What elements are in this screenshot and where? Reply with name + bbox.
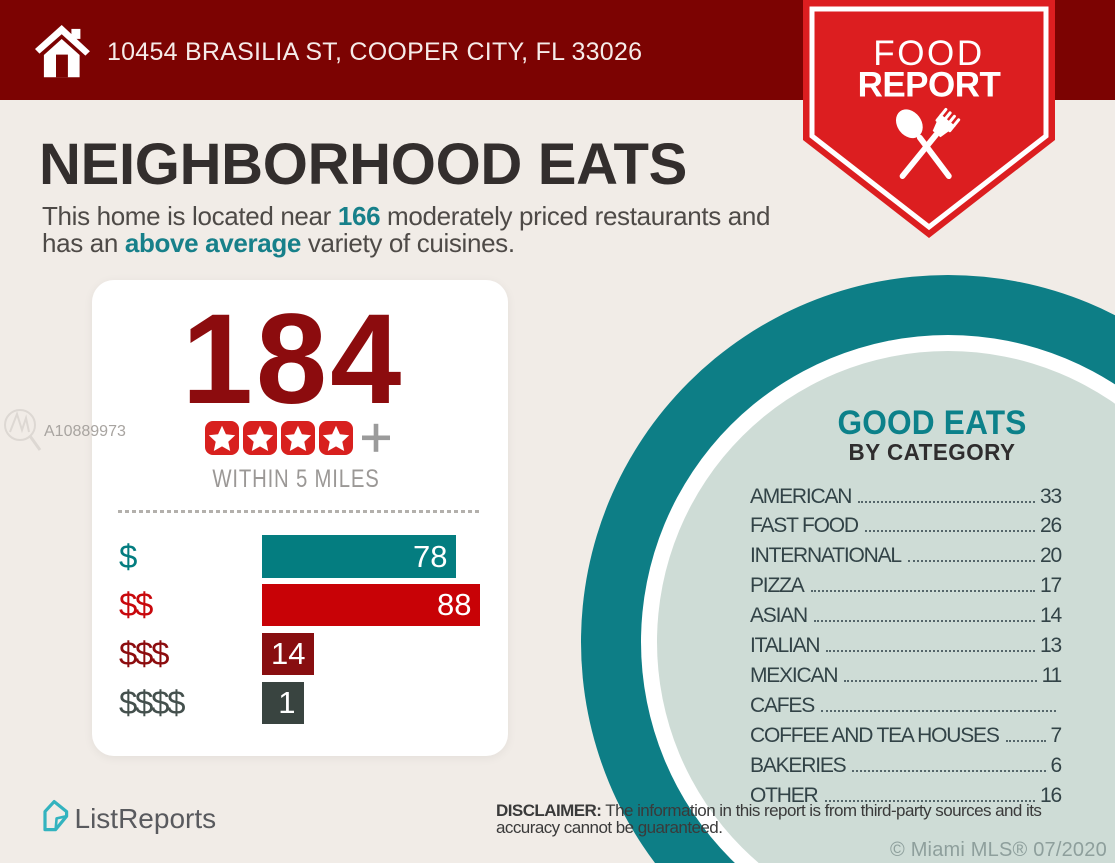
svg-text:FOOD: FOOD <box>873 34 985 73</box>
svg-text:REPORT: REPORT <box>858 66 1001 105</box>
